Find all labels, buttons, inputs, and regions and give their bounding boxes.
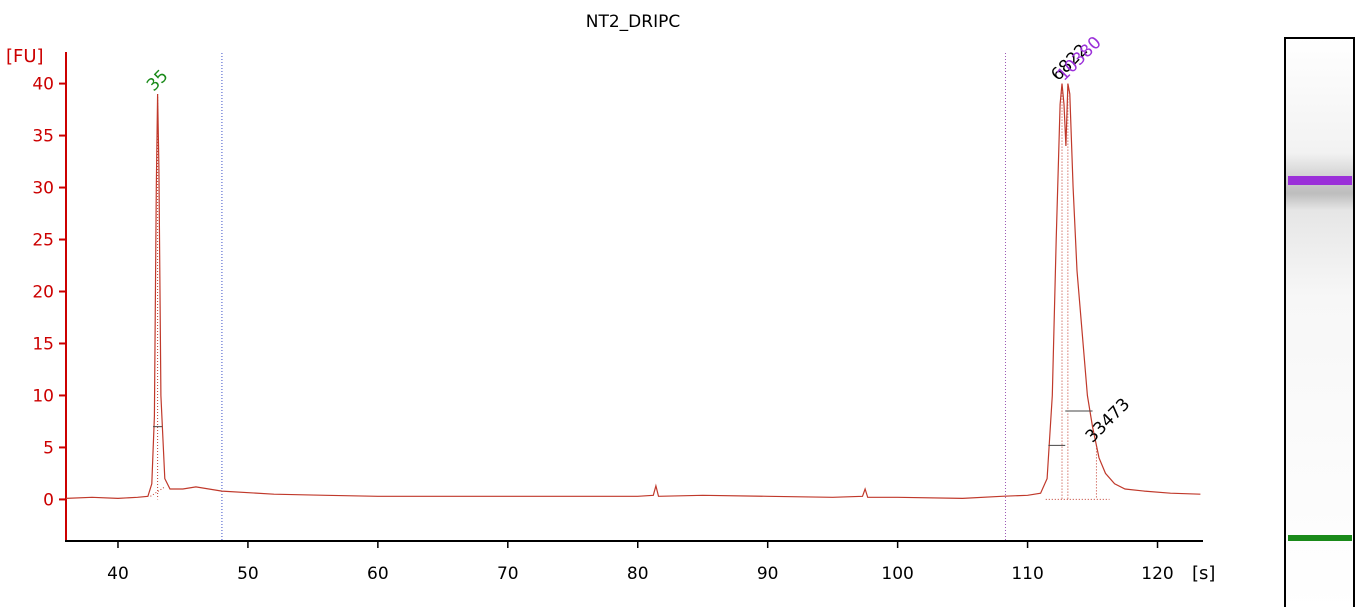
series-line [65, 83, 1201, 500]
y-tick-label: 15 [32, 334, 54, 354]
y-tick-label: 30 [32, 179, 54, 199]
x-tick-label: 50 [237, 564, 259, 584]
peak-label: 35 [143, 66, 172, 95]
y-tick-label: 0 [43, 490, 54, 510]
peak-label: 33473 [1082, 395, 1134, 447]
x-axis-label: [s] [1192, 563, 1215, 584]
x-tick-label: 100 [881, 564, 913, 584]
x-tick-label: 40 [107, 564, 129, 584]
y-tick-label: 10 [32, 386, 54, 406]
gel-band-upper [1288, 176, 1352, 185]
x-tick-label: 120 [1141, 564, 1173, 584]
gel-lane [1284, 37, 1355, 607]
x-tick-label: 110 [1011, 564, 1043, 584]
x-tick-label: 80 [627, 564, 649, 584]
peak-baseline [150, 486, 166, 497]
x-tick-label: 70 [497, 564, 519, 584]
x-tick-label: 60 [367, 564, 389, 584]
y-tick-label: 5 [43, 438, 54, 458]
gel-lane-frame [1284, 37, 1355, 607]
y-tick-label: 40 [32, 75, 54, 95]
y-tick-label: 35 [32, 127, 54, 147]
x-tick-label: 90 [757, 564, 779, 584]
chart-title: NT2_DRIPC [586, 12, 680, 32]
gel-band-lower [1288, 535, 1352, 541]
y-tick-label: 25 [32, 231, 54, 251]
y-axis-label: [FU] [6, 46, 44, 67]
y-tick-label: 20 [32, 283, 54, 303]
